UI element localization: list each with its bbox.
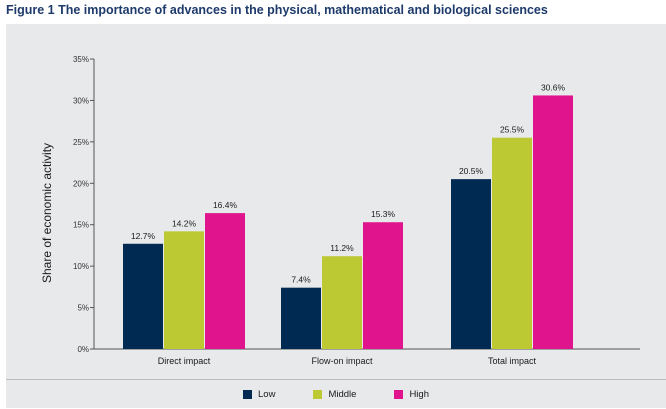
data-label-low: 7.4% [291, 275, 311, 285]
legend-item-low: Low [243, 389, 275, 400]
legend-label-high: High [409, 389, 429, 400]
data-label-low: 12.7% [131, 231, 156, 241]
data-label-middle: 14.2% [172, 218, 197, 228]
bar-high [533, 95, 573, 349]
bar-middle [322, 256, 362, 349]
y-tick-label: 10% [73, 262, 89, 271]
x-category-label: Total impact [488, 356, 537, 366]
y-tick-label: 35% [73, 55, 89, 64]
y-tick-label: 25% [73, 138, 89, 147]
y-tick-label: 15% [73, 221, 89, 230]
bar-middle [492, 137, 532, 349]
bar-low [451, 179, 491, 349]
figure-title: Figure 1 The importance of advances in t… [6, 3, 548, 17]
data-label-middle: 25.5% [500, 125, 525, 135]
y-tick-label: 30% [73, 96, 89, 105]
bar-low [281, 287, 321, 349]
legend-swatch-middle [313, 390, 323, 399]
data-label-high: 30.6% [541, 82, 566, 92]
x-category-label: Flow-on impact [311, 356, 373, 366]
y-tick-label: 20% [73, 179, 89, 188]
x-category-label: Direct impact [158, 356, 211, 366]
data-label-high: 16.4% [213, 200, 238, 210]
legend-label-middle: Middle [328, 389, 357, 400]
data-label-high: 15.3% [371, 209, 396, 219]
bar-high [363, 222, 403, 349]
y-tick-label: 0% [77, 345, 89, 354]
legend-item-high: High [394, 389, 429, 400]
bar-low [123, 243, 163, 349]
legend-label-low: Low [258, 389, 276, 400]
bar-middle [164, 231, 204, 349]
y-tick-label: 5% [77, 304, 89, 313]
legend-item-middle: Middle [313, 389, 356, 400]
bar-high [205, 213, 245, 349]
legend: Low Middle High [6, 379, 666, 409]
legend-swatch-high [394, 390, 404, 399]
data-label-low: 20.5% [459, 166, 484, 176]
legend-swatch-low [243, 390, 252, 399]
data-label-middle: 11.2% [330, 243, 354, 253]
